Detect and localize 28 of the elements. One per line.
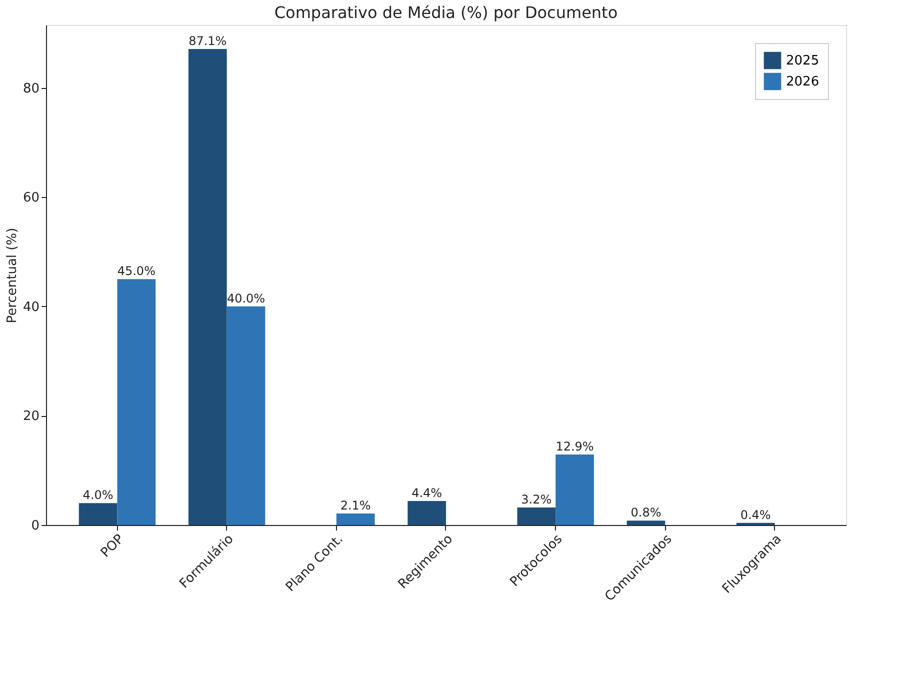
bar (556, 454, 594, 525)
data-label: 2.1% (340, 498, 371, 513)
bar (408, 500, 446, 525)
data-label: 40.0% (226, 291, 266, 306)
legend-label: 2025 (786, 54, 820, 68)
bar (78, 503, 118, 525)
data-label: 3.2% (521, 492, 552, 507)
bar (336, 514, 375, 525)
data-label: 45.0% (117, 264, 156, 278)
chart-title: Comparativo de Média (%) por Documento (274, 3, 618, 22)
y-tick-label: 40 (22, 300, 40, 315)
data-label: 12.9% (556, 440, 594, 454)
data-label: 4.0% (82, 488, 114, 502)
legend-label: 2026 (786, 74, 820, 90)
data-label: 0.8% (630, 506, 662, 520)
y-tick-label: 0 (31, 518, 40, 534)
bar (188, 49, 227, 525)
y-tick-label: 60 (22, 190, 40, 206)
y-tick-label: 80 (22, 81, 40, 96)
bar (117, 279, 156, 525)
data-label: 0.4% (740, 508, 771, 522)
data-label: 4.4% (412, 486, 442, 500)
y-axis-title: Percentual (%) (4, 228, 20, 324)
bar (517, 508, 556, 525)
bar (226, 306, 266, 525)
y-tick-label: 20 (22, 409, 40, 424)
bar (626, 520, 666, 525)
data-label: 87.1% (188, 34, 227, 48)
